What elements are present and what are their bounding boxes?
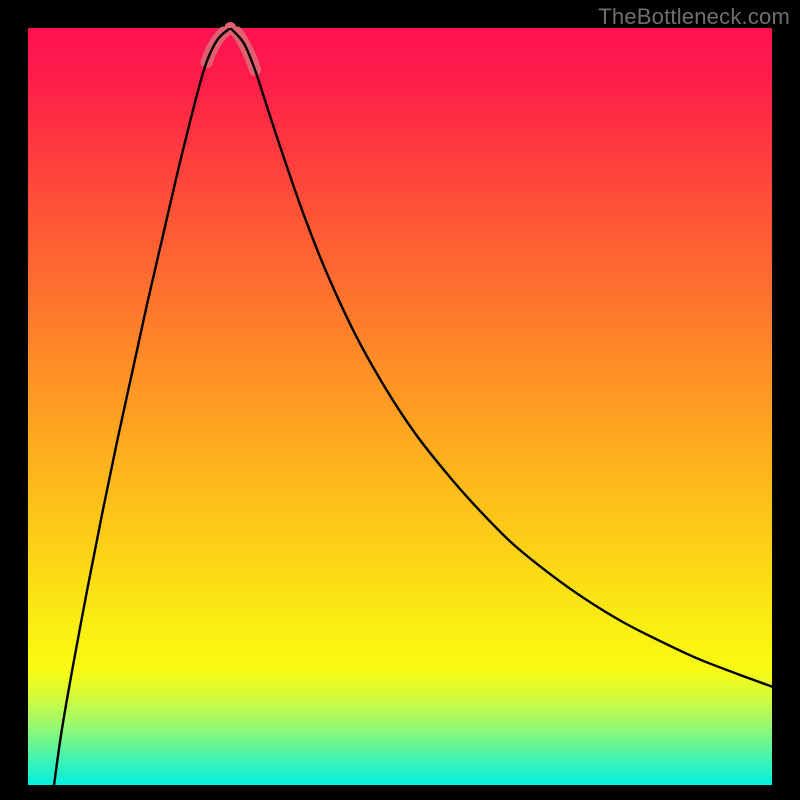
watermark-text: TheBottleneck.com [598,4,790,30]
plot-background [28,28,772,785]
chart-container: { "watermark": { "text": "TheBottleneck.… [0,0,800,800]
bottleneck-chart [0,0,800,800]
optimal-range-dot [231,27,243,39]
